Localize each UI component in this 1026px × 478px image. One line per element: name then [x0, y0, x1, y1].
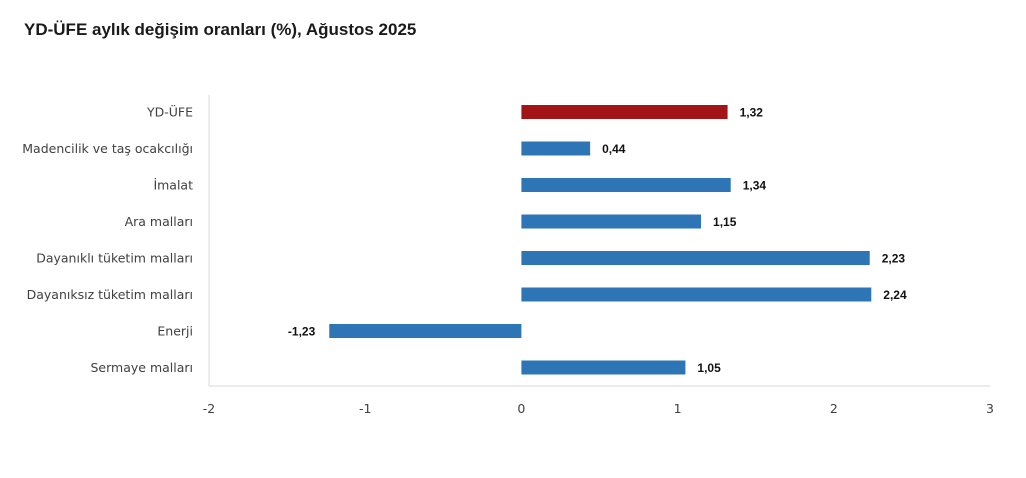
category-label: Dayanıklı tüketim malları — [36, 251, 193, 266]
chart-title: YD-ÜFE aylık değişim oranları (%), Ağust… — [24, 20, 417, 39]
bar — [521, 178, 731, 192]
category-label: Ara malları — [125, 214, 193, 229]
data-label: 1,05 — [697, 361, 721, 375]
data-label: 0,44 — [602, 142, 626, 156]
x-tick-label: 1 — [674, 401, 682, 416]
bar — [521, 141, 591, 156]
category-label: Sermaye malları — [91, 360, 194, 375]
bars-layer — [329, 105, 872, 375]
x-tick-label: 2 — [830, 401, 838, 416]
bar — [329, 324, 522, 338]
data-label: 2,23 — [882, 252, 906, 266]
x-axis: -2 -1 0 1 2 3 — [203, 95, 994, 416]
category-label: Enerji — [157, 324, 193, 339]
category-label: İmalat — [153, 178, 193, 193]
data-label: 1,15 — [713, 215, 737, 229]
x-tick-label: 0 — [517, 401, 525, 416]
data-label: 1,32 — [740, 106, 764, 120]
bar — [521, 287, 872, 302]
x-tick-label: -1 — [359, 401, 371, 416]
category-label: Dayanıksız tüketim malları — [27, 287, 193, 302]
bar — [521, 251, 870, 265]
bar — [521, 105, 728, 119]
category-label: YD-ÜFE — [146, 104, 193, 120]
bar — [521, 214, 702, 229]
data-label: -1,23 — [288, 325, 316, 339]
category-label: Madencilik ve taş ocakcılığı — [22, 141, 193, 156]
x-tick-label: 3 — [986, 401, 994, 416]
x-tick-label: -2 — [203, 401, 215, 416]
data-label: 2,24 — [883, 288, 907, 302]
labels-layer: YD-ÜFE 1,32 Madencilik ve taş ocakcılığı 0,… — [22, 104, 907, 376]
data-label: 1,34 — [743, 179, 767, 193]
bar — [521, 360, 686, 375]
